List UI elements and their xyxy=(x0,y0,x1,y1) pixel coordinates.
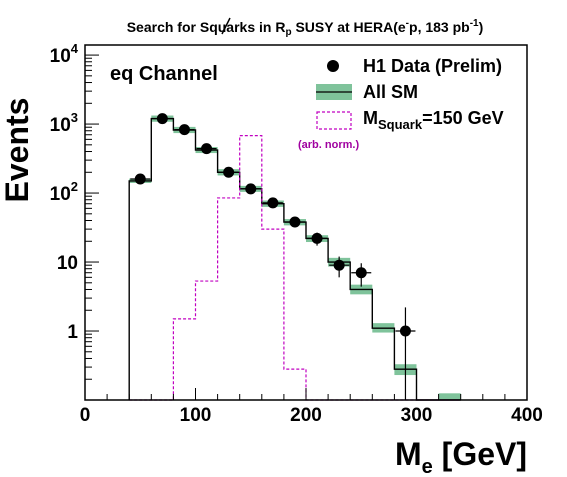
x-tick-label: 100 xyxy=(180,405,212,426)
channel-label: eq Channel xyxy=(110,63,218,85)
legend-sm-label: All SM xyxy=(363,82,418,102)
chart-title: Search for Squarks in Rp SUSY at HERA(e-… xyxy=(127,18,484,38)
legend-signal-box xyxy=(316,111,352,130)
y-tick-label: 104 xyxy=(50,41,79,67)
legend-signal-label: MSquark=150 GeV xyxy=(363,108,504,132)
data-point xyxy=(399,325,411,337)
y-tick-label: 103 xyxy=(50,110,78,136)
data-point xyxy=(223,166,235,178)
data-point xyxy=(267,197,279,209)
y-tick-label: 1 xyxy=(67,322,78,343)
sm-histogram-line xyxy=(128,117,461,401)
x-tick-label: 200 xyxy=(290,405,322,426)
normalization-note: (arb. norm.) xyxy=(298,139,359,151)
sm-band-bin xyxy=(438,393,461,400)
signal-histogram-line xyxy=(129,135,461,401)
plot-area xyxy=(128,113,461,401)
x-tick-label: 0 xyxy=(80,405,91,426)
data-point xyxy=(333,259,345,271)
data-point xyxy=(289,216,301,228)
y-tick-label: 10 xyxy=(57,253,78,274)
rp-symbol: R xyxy=(275,19,285,35)
data-point xyxy=(178,124,190,136)
data-point xyxy=(311,232,323,244)
x-tick-label: 300 xyxy=(401,405,433,426)
legend: H1 Data (Prelim) All SM MSquark=150 GeV … xyxy=(298,56,504,151)
y-tick-label: 102 xyxy=(50,179,78,205)
x-axis-title: Me [GeV] xyxy=(395,436,527,477)
data-point xyxy=(134,173,146,185)
data-point xyxy=(355,267,367,279)
y-axis: 1 10 102 103 104 xyxy=(50,41,99,401)
legend-data-label: H1 Data (Prelim) xyxy=(363,56,502,76)
data-point xyxy=(245,183,257,195)
legend-data-marker xyxy=(327,60,339,72)
data-point xyxy=(201,143,213,155)
x-axis: 0 100 200 300 400 xyxy=(80,388,543,426)
data-point xyxy=(156,113,168,125)
rp-slash xyxy=(221,17,231,35)
y-axis-title: Events xyxy=(0,98,35,203)
x-tick-label: 400 xyxy=(511,405,543,426)
